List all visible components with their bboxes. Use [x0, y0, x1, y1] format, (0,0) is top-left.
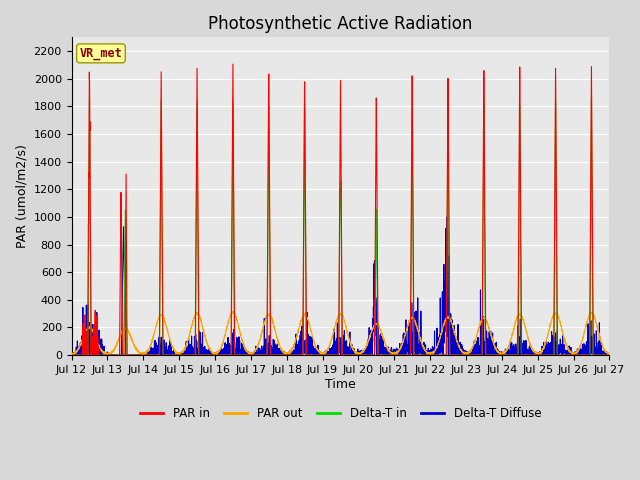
X-axis label: Time: Time [325, 377, 356, 391]
Y-axis label: PAR (umol/m2/s): PAR (umol/m2/s) [15, 144, 28, 248]
Text: VR_met: VR_met [79, 47, 122, 60]
Legend: PAR in, PAR out, Delta-T in, Delta-T Diffuse: PAR in, PAR out, Delta-T in, Delta-T Dif… [135, 402, 546, 425]
Title: Photosynthetic Active Radiation: Photosynthetic Active Radiation [208, 15, 472, 33]
